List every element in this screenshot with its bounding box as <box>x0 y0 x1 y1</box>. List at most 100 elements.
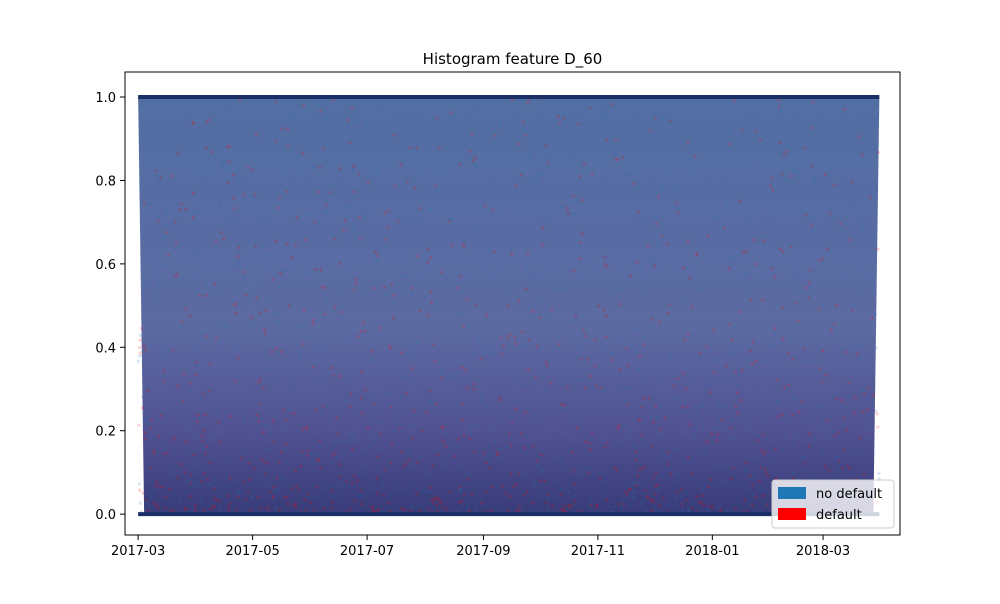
scatter-point <box>182 394 186 398</box>
scatter-point <box>154 483 158 487</box>
scatter-point <box>652 475 656 480</box>
scatter-point <box>573 493 577 497</box>
scatter-point <box>151 449 156 453</box>
scatter-point <box>231 299 235 303</box>
scatter-point <box>437 370 441 374</box>
scatter-point <box>442 279 446 283</box>
scatter-point <box>352 164 356 168</box>
scatter-point <box>846 144 850 148</box>
scatter-point <box>645 494 650 498</box>
scatter-point <box>246 491 250 495</box>
scatter-point <box>675 490 679 495</box>
scatter-point <box>302 144 307 148</box>
scatter-point <box>264 265 268 269</box>
scatter-point <box>700 402 704 406</box>
scatter-point <box>161 135 165 139</box>
scatter-point <box>199 310 203 314</box>
scatter-point <box>630 494 634 498</box>
scatter-point <box>414 207 418 211</box>
scatter-point <box>835 303 839 307</box>
scatter-point <box>553 264 557 268</box>
scatter-point <box>546 265 550 269</box>
scatter-point <box>598 159 602 163</box>
scatter-point <box>715 417 719 421</box>
scatter-point <box>484 504 488 509</box>
scatter-point <box>308 335 312 339</box>
scatter-point <box>297 351 301 355</box>
scatter-point <box>172 408 176 412</box>
scatter-point <box>787 383 791 387</box>
scatter-point <box>795 268 799 272</box>
scatter-point <box>350 168 354 172</box>
scatter-point <box>198 337 203 341</box>
scatter-point <box>725 463 729 467</box>
scatter-point <box>716 432 720 436</box>
scatter-point <box>729 393 733 397</box>
scatter-point <box>460 386 464 390</box>
scatter-point <box>405 274 409 278</box>
scatter-point <box>322 506 326 511</box>
scatter-point <box>462 492 466 496</box>
scatter-point <box>460 240 465 244</box>
scatter-point <box>376 491 380 495</box>
scatter-point <box>286 485 290 489</box>
scatter-point <box>218 332 222 336</box>
scatter-point <box>754 494 758 498</box>
scatter-point <box>263 472 267 476</box>
scatter-point <box>788 338 792 342</box>
scatter-point <box>457 311 461 315</box>
scatter-point <box>786 351 791 355</box>
scatter-point <box>541 100 545 104</box>
scatter-point <box>168 205 172 209</box>
scatter-point <box>517 142 521 146</box>
scatter-point <box>378 421 382 425</box>
scatter-point <box>210 150 214 154</box>
scatter-point <box>643 132 647 136</box>
scatter-point <box>605 138 609 142</box>
scatter-point <box>353 277 358 282</box>
scatter-point <box>492 249 496 253</box>
scatter-point <box>580 231 584 236</box>
scatter-point <box>179 202 183 206</box>
scatter-point <box>808 475 812 479</box>
scatter-point <box>619 505 623 509</box>
scatter-point <box>176 151 180 156</box>
scatter-point <box>235 170 239 174</box>
scatter-point <box>495 140 499 144</box>
scatter-point <box>811 100 815 104</box>
scatter-point <box>301 151 305 155</box>
scatter-point <box>313 220 317 224</box>
scatter-point <box>753 388 757 392</box>
scatter-point <box>183 507 187 511</box>
scatter-point <box>654 404 658 408</box>
scatter-point <box>624 490 628 494</box>
scatter-point <box>782 178 786 182</box>
scatter-point <box>152 291 156 296</box>
scatter-point <box>571 469 576 474</box>
scatter-point <box>758 479 762 483</box>
scatter-point <box>531 444 535 448</box>
scatter-point <box>303 498 307 502</box>
scatter-point <box>863 163 867 168</box>
scatter-point <box>325 210 329 214</box>
scatter-point <box>275 320 280 324</box>
scatter-point <box>506 444 510 448</box>
scatter-point <box>349 252 353 256</box>
scatter-point <box>343 382 347 386</box>
scatter-point <box>525 101 530 105</box>
scatter-point <box>143 431 148 435</box>
scatter-point <box>418 407 422 411</box>
scatter-point <box>237 262 241 266</box>
scatter-point <box>293 469 298 473</box>
scatter-point <box>222 237 226 241</box>
scatter-point <box>496 451 500 455</box>
scatter-point <box>574 240 578 244</box>
scatter-point <box>365 465 369 469</box>
scatter-point <box>715 438 719 443</box>
scatter-point <box>183 470 187 475</box>
scatter-point <box>211 171 215 175</box>
scatter-point <box>860 389 864 393</box>
scatter-point <box>691 500 696 505</box>
scatter-point <box>376 254 380 258</box>
scatter-point <box>776 401 780 405</box>
